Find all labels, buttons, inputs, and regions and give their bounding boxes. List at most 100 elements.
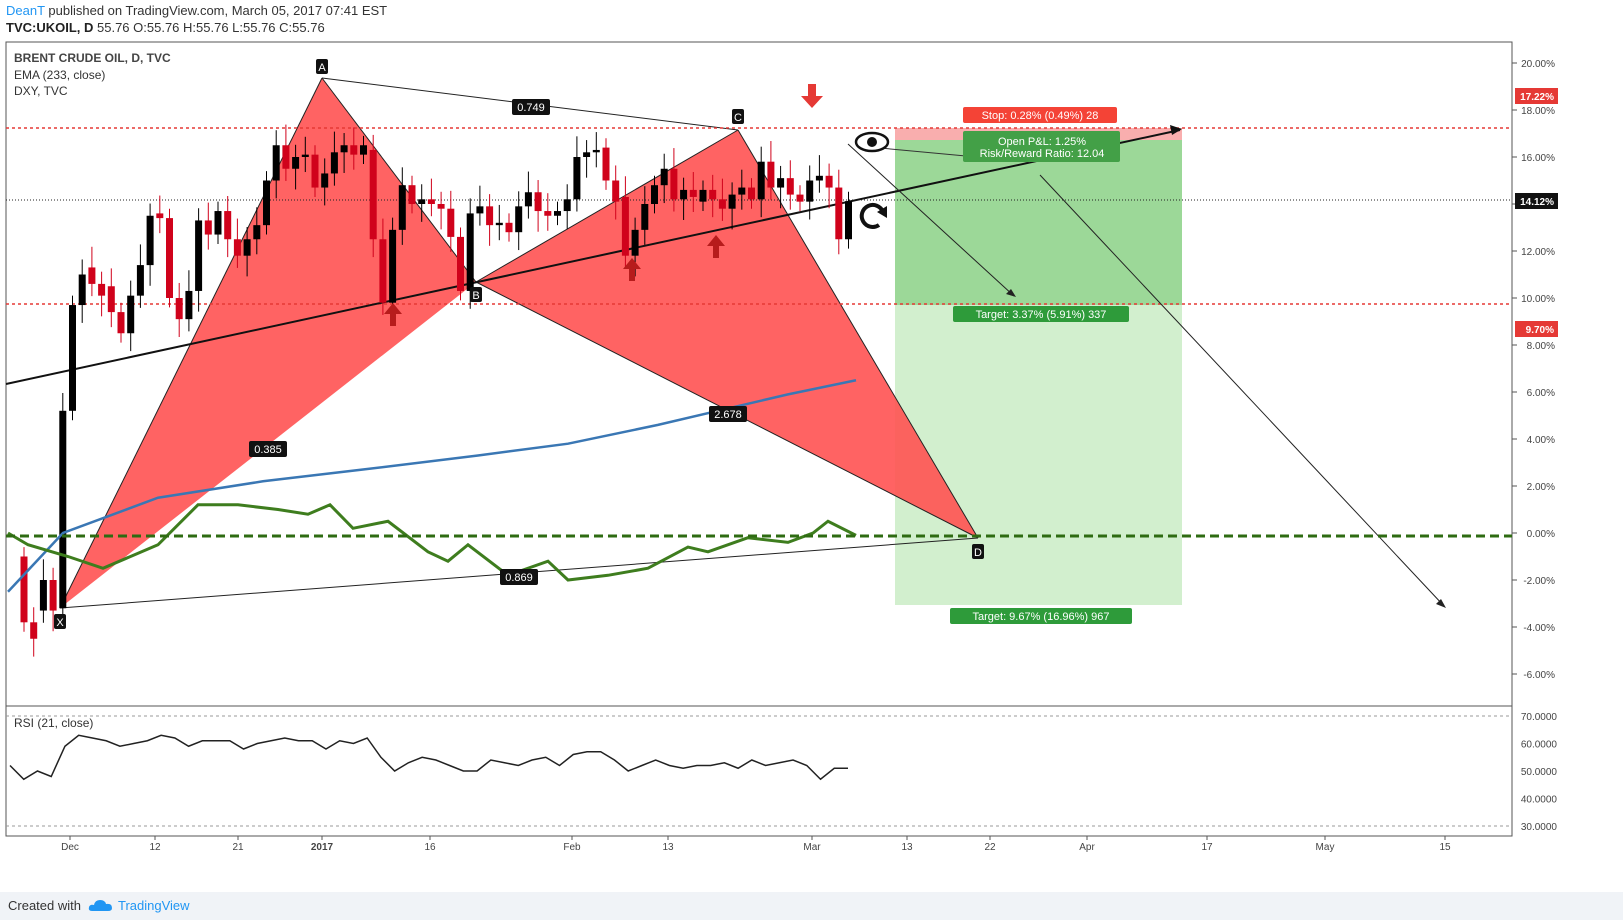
arrow-up-shape [623, 258, 641, 281]
candle-body [689, 189, 697, 197]
author-link[interactable]: DeanT [6, 3, 45, 18]
candle-body [466, 213, 474, 291]
pattern-bcd-triangle [476, 130, 978, 538]
symbol-name[interactable]: TVC:UKOIL, D [6, 20, 94, 35]
candle-body [563, 199, 571, 212]
pattern-point-label: C [734, 112, 742, 124]
trendline-arrow-head [1170, 125, 1182, 135]
legend-title: BRENT CRUDE OIL, D, TVC [14, 51, 171, 65]
candle-body [59, 410, 67, 609]
candle-body [78, 274, 86, 306]
candle-body [204, 220, 212, 235]
stop-label-group: Stop: 0.28% (0.49%) 28 [963, 107, 1117, 123]
pnl-box[interactable]: Open P&L: 1.25%Risk/Reward Ratio: 12.04 [963, 131, 1120, 162]
candle-body [107, 286, 115, 313]
trendline[interactable] [5, 129, 1181, 385]
chart-canvas[interactable]: BRENT CRUDE OIL, D, TVC EMA (233, close) D… [0, 0, 1623, 892]
ratio-bd-label: 2.678 [714, 409, 742, 421]
candle-body [845, 201, 852, 240]
open-pnl-label: Open P&L: 1.25% [998, 136, 1086, 148]
candle-body [88, 267, 96, 284]
profit-zone-2[interactable] [895, 305, 1182, 605]
target-2-label-group: Target: 9.67% (16.96%) 967 [950, 608, 1132, 624]
candle-body [98, 283, 106, 296]
candle-body [117, 312, 125, 334]
candle-body [20, 556, 28, 623]
time-tick-label: 16 [424, 842, 436, 853]
candle-body [612, 180, 620, 202]
profit-zone-1[interactable] [895, 140, 1182, 305]
candle-body [631, 229, 639, 256]
tradingview-logo-icon [88, 900, 112, 911]
rsi-pane-border [5, 705, 1513, 837]
candle-body [447, 208, 455, 237]
candle-body [369, 149, 377, 240]
time-tick-label: Dec [61, 842, 79, 853]
arrow-down-shape [801, 84, 823, 108]
candle-body [195, 220, 203, 291]
candle-body [835, 187, 843, 240]
candle-body [641, 204, 649, 230]
pattern-point-D: D [972, 544, 984, 559]
created-with-text: Created with [8, 898, 81, 913]
candle-body [166, 218, 173, 298]
pattern-point-label: B [472, 290, 479, 302]
candle-body [486, 206, 494, 226]
time-tick-label: 15 [1439, 842, 1451, 853]
candle-body [350, 145, 358, 155]
candle-body [39, 580, 47, 611]
target-1-label-group: Target: 3.37% (5.91%) 337 [953, 306, 1129, 322]
price-tick-label: 8.00% [1527, 341, 1555, 352]
pattern-point-bg [732, 109, 744, 124]
price-tag-stop-bg [1515, 88, 1558, 104]
candle-body [651, 185, 658, 204]
rsi-tick-label: 40.0000 [1521, 795, 1558, 806]
candle-body [146, 215, 154, 266]
candle-body [340, 145, 348, 153]
target-2-label: Target: 9.67% (16.96%) 967 [973, 611, 1110, 623]
candle-body [408, 185, 416, 204]
arrow-up-shape [384, 303, 402, 326]
ratio-bd-label-bg [709, 406, 747, 422]
pattern-point-C: C [732, 109, 744, 124]
projection-arrow-2-head [1436, 599, 1446, 608]
arrow-up-icon [384, 303, 402, 326]
time-tick-label: 12 [149, 842, 161, 853]
candle-body [301, 154, 309, 157]
candle-body [233, 239, 241, 256]
candle-body [748, 187, 755, 200]
projection-arrow-2 [1039, 174, 1445, 607]
footer-bar: Created with TradingView [0, 892, 1623, 920]
ratio-xab-label-group: 0.385 [249, 441, 287, 457]
stop-label-bg [963, 107, 1117, 123]
candle-body [321, 173, 329, 188]
pattern-point-label: D [974, 547, 982, 559]
risk-reward-label: Risk/Reward Ratio: 12.04 [980, 148, 1105, 160]
candle-body [592, 149, 600, 153]
price-tick-label: 2.00% [1527, 482, 1555, 493]
dxy-line [7, 503, 857, 582]
candle-body [272, 145, 280, 181]
price-tag-stop: 17.22% [1515, 88, 1558, 104]
candle-body [524, 192, 532, 207]
pattern-point-bg [54, 614, 66, 629]
candle-body [282, 145, 290, 169]
candle-body [224, 211, 232, 240]
candle-body [718, 199, 726, 209]
candle-body [777, 178, 785, 188]
rsi-tick-label: 70.0000 [1521, 712, 1558, 723]
stop-label: Stop: 0.28% (0.49%) 28 [982, 110, 1099, 122]
projection-arrow-1 [847, 143, 1015, 297]
target-2-label-bg [950, 608, 1132, 624]
candle-body [554, 211, 561, 216]
candle-body [680, 189, 688, 200]
candle-body [69, 305, 76, 411]
price-tag-last-bg [1515, 193, 1558, 209]
price-tag-stop-text: 17.22% [1520, 92, 1554, 103]
price-tag-target: 9.70% [1515, 321, 1558, 337]
tradingview-brand-link[interactable]: TradingView [118, 898, 190, 913]
candle-body [786, 178, 794, 195]
candle-body [418, 199, 426, 204]
rotate-arc [859, 202, 885, 229]
candle-body [573, 157, 581, 200]
